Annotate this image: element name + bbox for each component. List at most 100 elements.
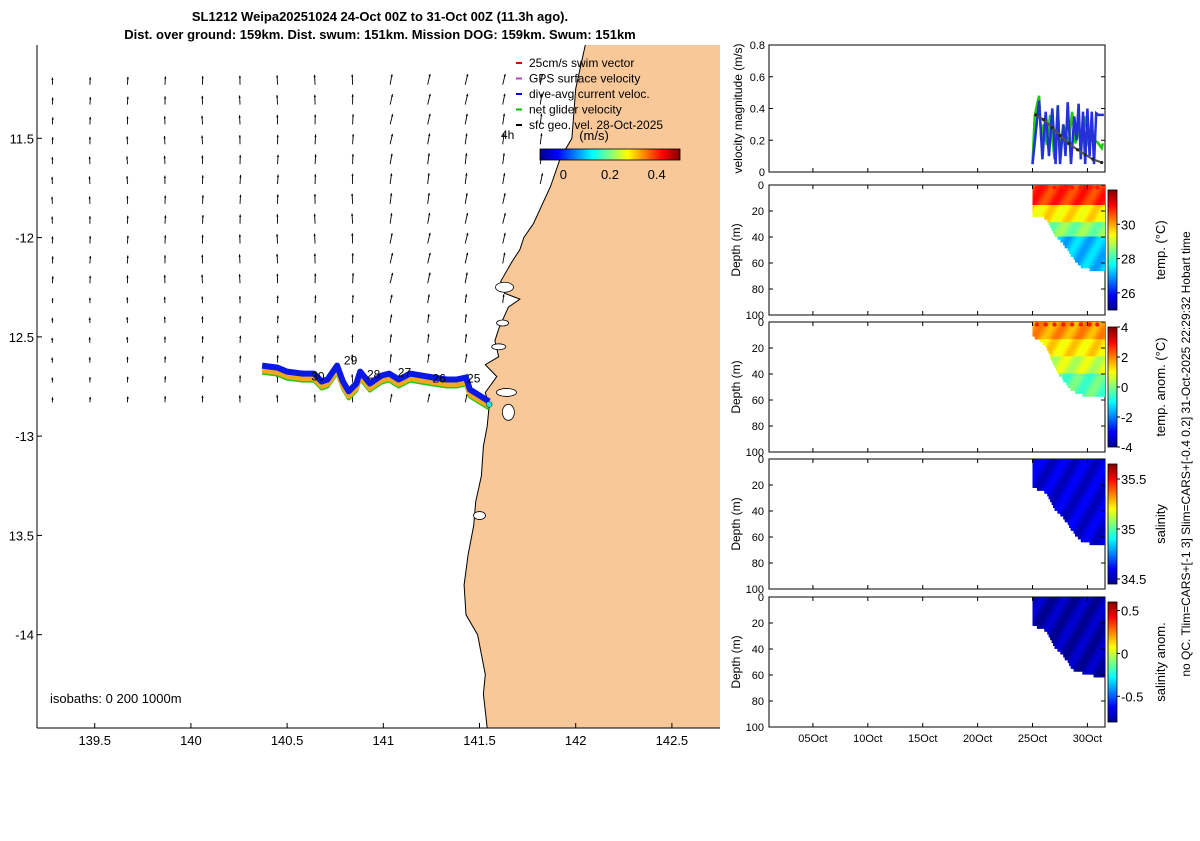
geo-vel-point: [1051, 126, 1054, 129]
section-ylabel: Depth (m): [729, 497, 743, 550]
arrow-head: [239, 76, 241, 78]
arrow-head: [276, 395, 278, 397]
arrow-head: [201, 255, 203, 257]
arrow-head: [202, 235, 204, 237]
surface-velocity-arrow: [202, 336, 204, 343]
arrow-head: [89, 216, 91, 218]
surface-velocity-arrow: [502, 294, 504, 303]
surface-velocity-arrow: [89, 137, 91, 145]
section-cell: [1103, 239, 1105, 242]
arrow-head: [52, 276, 54, 278]
surface-velocity-arrow: [126, 317, 128, 323]
surface-velocity-arrow: [390, 394, 392, 403]
section-cell: [1103, 479, 1105, 482]
surface-dot: [1061, 185, 1065, 189]
colorbar-tick-label: 0: [1121, 380, 1128, 395]
surface-velocity-arrow: [314, 355, 316, 363]
arrow-head: [51, 236, 53, 238]
arrow-head: [351, 194, 353, 196]
arrow-head: [51, 217, 53, 219]
surface-velocity-arrow: [164, 136, 166, 144]
surface-velocity-arrow: [390, 154, 393, 165]
arrow-head: [89, 77, 91, 79]
inlet-0: [496, 282, 514, 292]
surface-velocity-arrow: [52, 97, 54, 104]
section-cell: [1103, 362, 1105, 365]
section-cell: [1103, 354, 1105, 357]
surface-velocity-arrow: [390, 134, 393, 144]
arrow-head: [202, 215, 204, 217]
arrow-head: [276, 214, 278, 216]
arrow-head: [239, 155, 241, 157]
section-cell: [1103, 251, 1105, 254]
colorbar-tick-label: 4: [1121, 320, 1128, 335]
section-cell: [1103, 491, 1105, 494]
surface-velocity-arrow: [239, 175, 241, 184]
surface-velocity-arrow: [276, 214, 278, 223]
surface-velocity-arrow: [201, 396, 203, 403]
arrow-head: [89, 176, 91, 179]
surface-dot: [1095, 185, 1099, 189]
surface-velocity-arrow: [314, 335, 316, 343]
arrow-head: [126, 117, 128, 119]
section-cell: [1103, 234, 1105, 237]
surface-velocity-arrow: [465, 153, 467, 164]
surface-velocity-arrow: [351, 194, 353, 204]
surface-dot: [1079, 322, 1083, 326]
arrow-head: [352, 114, 354, 116]
arrow-head: [164, 297, 166, 299]
surface-velocity-arrow: [89, 97, 91, 105]
arrow-head: [239, 254, 241, 256]
surface-velocity-arrow: [390, 295, 392, 304]
section-cell: [1103, 202, 1105, 205]
section-cell: [1103, 470, 1105, 473]
vel-ytick-label: 0: [759, 167, 765, 179]
arrow-head: [277, 316, 279, 318]
legend-label: 25cm/s swim vector: [529, 56, 634, 70]
arrow-head: [352, 134, 354, 136]
section-colorbar: [1108, 190, 1117, 310]
arrow-head: [89, 196, 91, 198]
arrow-head: [239, 115, 241, 117]
arrow-head: [89, 357, 91, 359]
surface-velocity-arrow: [127, 236, 129, 244]
arrow-head: [127, 216, 129, 218]
velocity-ylabel: velocity magnitude (m/s): [731, 43, 745, 173]
surface-velocity-arrow: [202, 195, 204, 204]
surface-velocity-arrow: [126, 196, 128, 204]
surface-velocity-arrow: [503, 253, 506, 264]
colorbar-tick-label: 0.4: [648, 167, 666, 182]
surface-velocity-arrow: [51, 298, 53, 303]
arrow-head: [276, 95, 278, 97]
arrow-head: [164, 136, 166, 138]
arrow-head: [201, 296, 203, 298]
surface-velocity-arrow: [276, 234, 278, 243]
surface-velocity-arrow: [89, 236, 91, 244]
arrow-head: [127, 236, 129, 238]
surface-velocity-arrow: [239, 155, 241, 164]
arrow-head: [201, 275, 203, 277]
arrow-head: [314, 174, 316, 176]
colorbar-tick-label: 28: [1121, 252, 1135, 267]
arrow-head: [201, 116, 203, 118]
surface-velocity-arrow: [202, 175, 204, 184]
inlet-2: [492, 344, 506, 350]
surface-velocity-arrow: [352, 134, 354, 144]
arrow-head: [52, 256, 54, 258]
surface-velocity-arrow: [352, 114, 354, 124]
map-ytick-label: -13: [15, 429, 34, 444]
surface-velocity-arrow: [51, 157, 53, 164]
arrow-head: [352, 273, 354, 275]
arrow-head: [126, 156, 128, 158]
section-cell: [1103, 259, 1105, 262]
arrow-head: [277, 155, 279, 157]
surface-velocity-arrow: [239, 336, 241, 343]
surface-velocity-arrow: [352, 154, 354, 164]
surface-velocity-arrow: [239, 135, 241, 144]
inlet-5: [474, 512, 486, 520]
arrow-head: [164, 156, 166, 158]
surface-velocity-arrow: [390, 354, 392, 363]
section-cell: [1103, 505, 1105, 508]
